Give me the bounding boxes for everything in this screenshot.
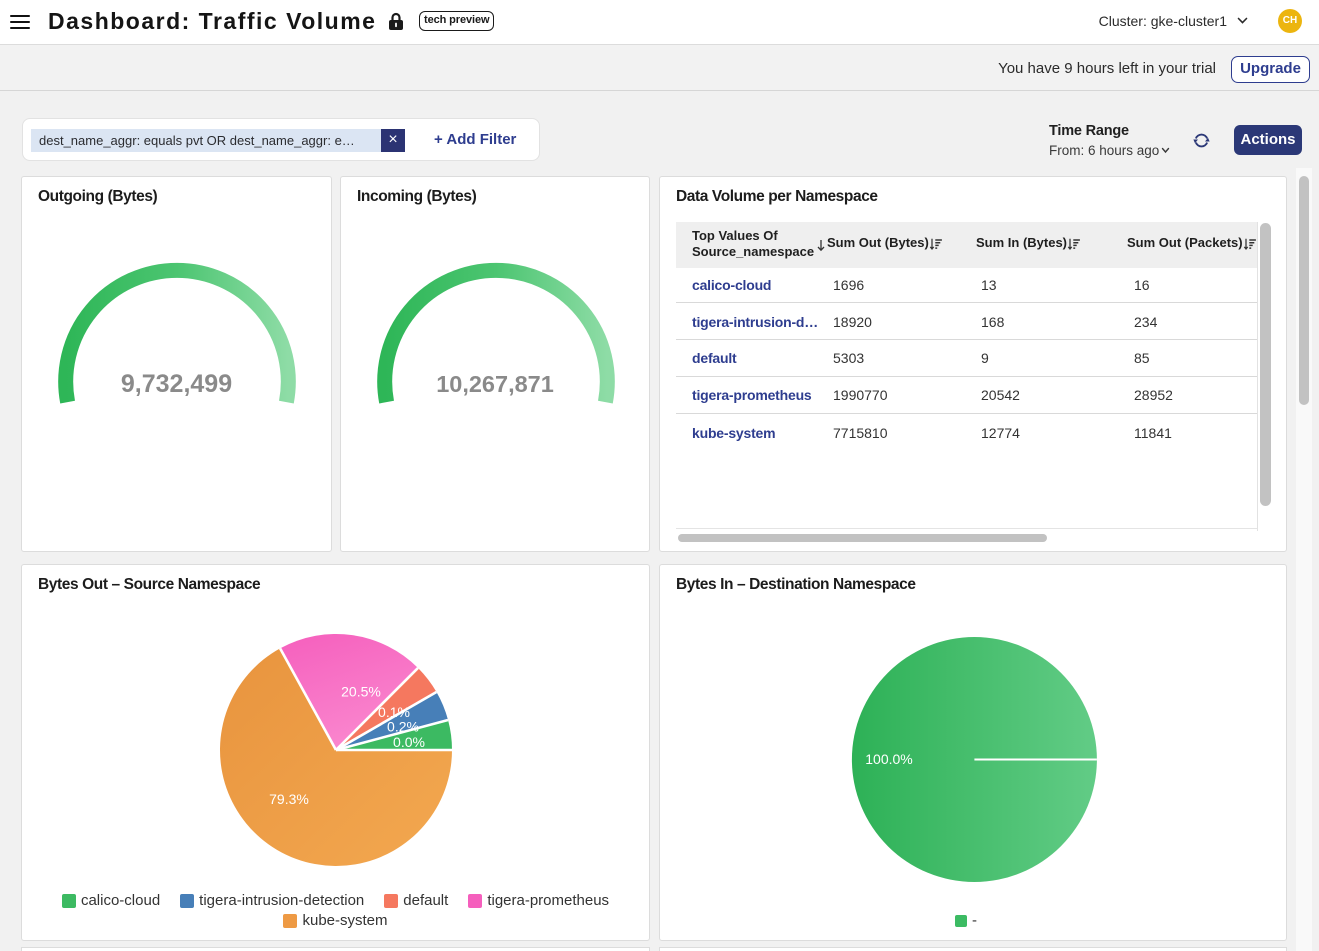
svg-text:79.3%: 79.3% [269,791,309,807]
svg-text:0.2%: 0.2% [387,719,419,735]
svg-text:100.0%: 100.0% [865,751,912,767]
svg-text:0.0%: 0.0% [393,734,425,750]
svg-text:0.1%: 0.1% [378,704,410,720]
svg-text:20.5%: 20.5% [341,684,381,700]
